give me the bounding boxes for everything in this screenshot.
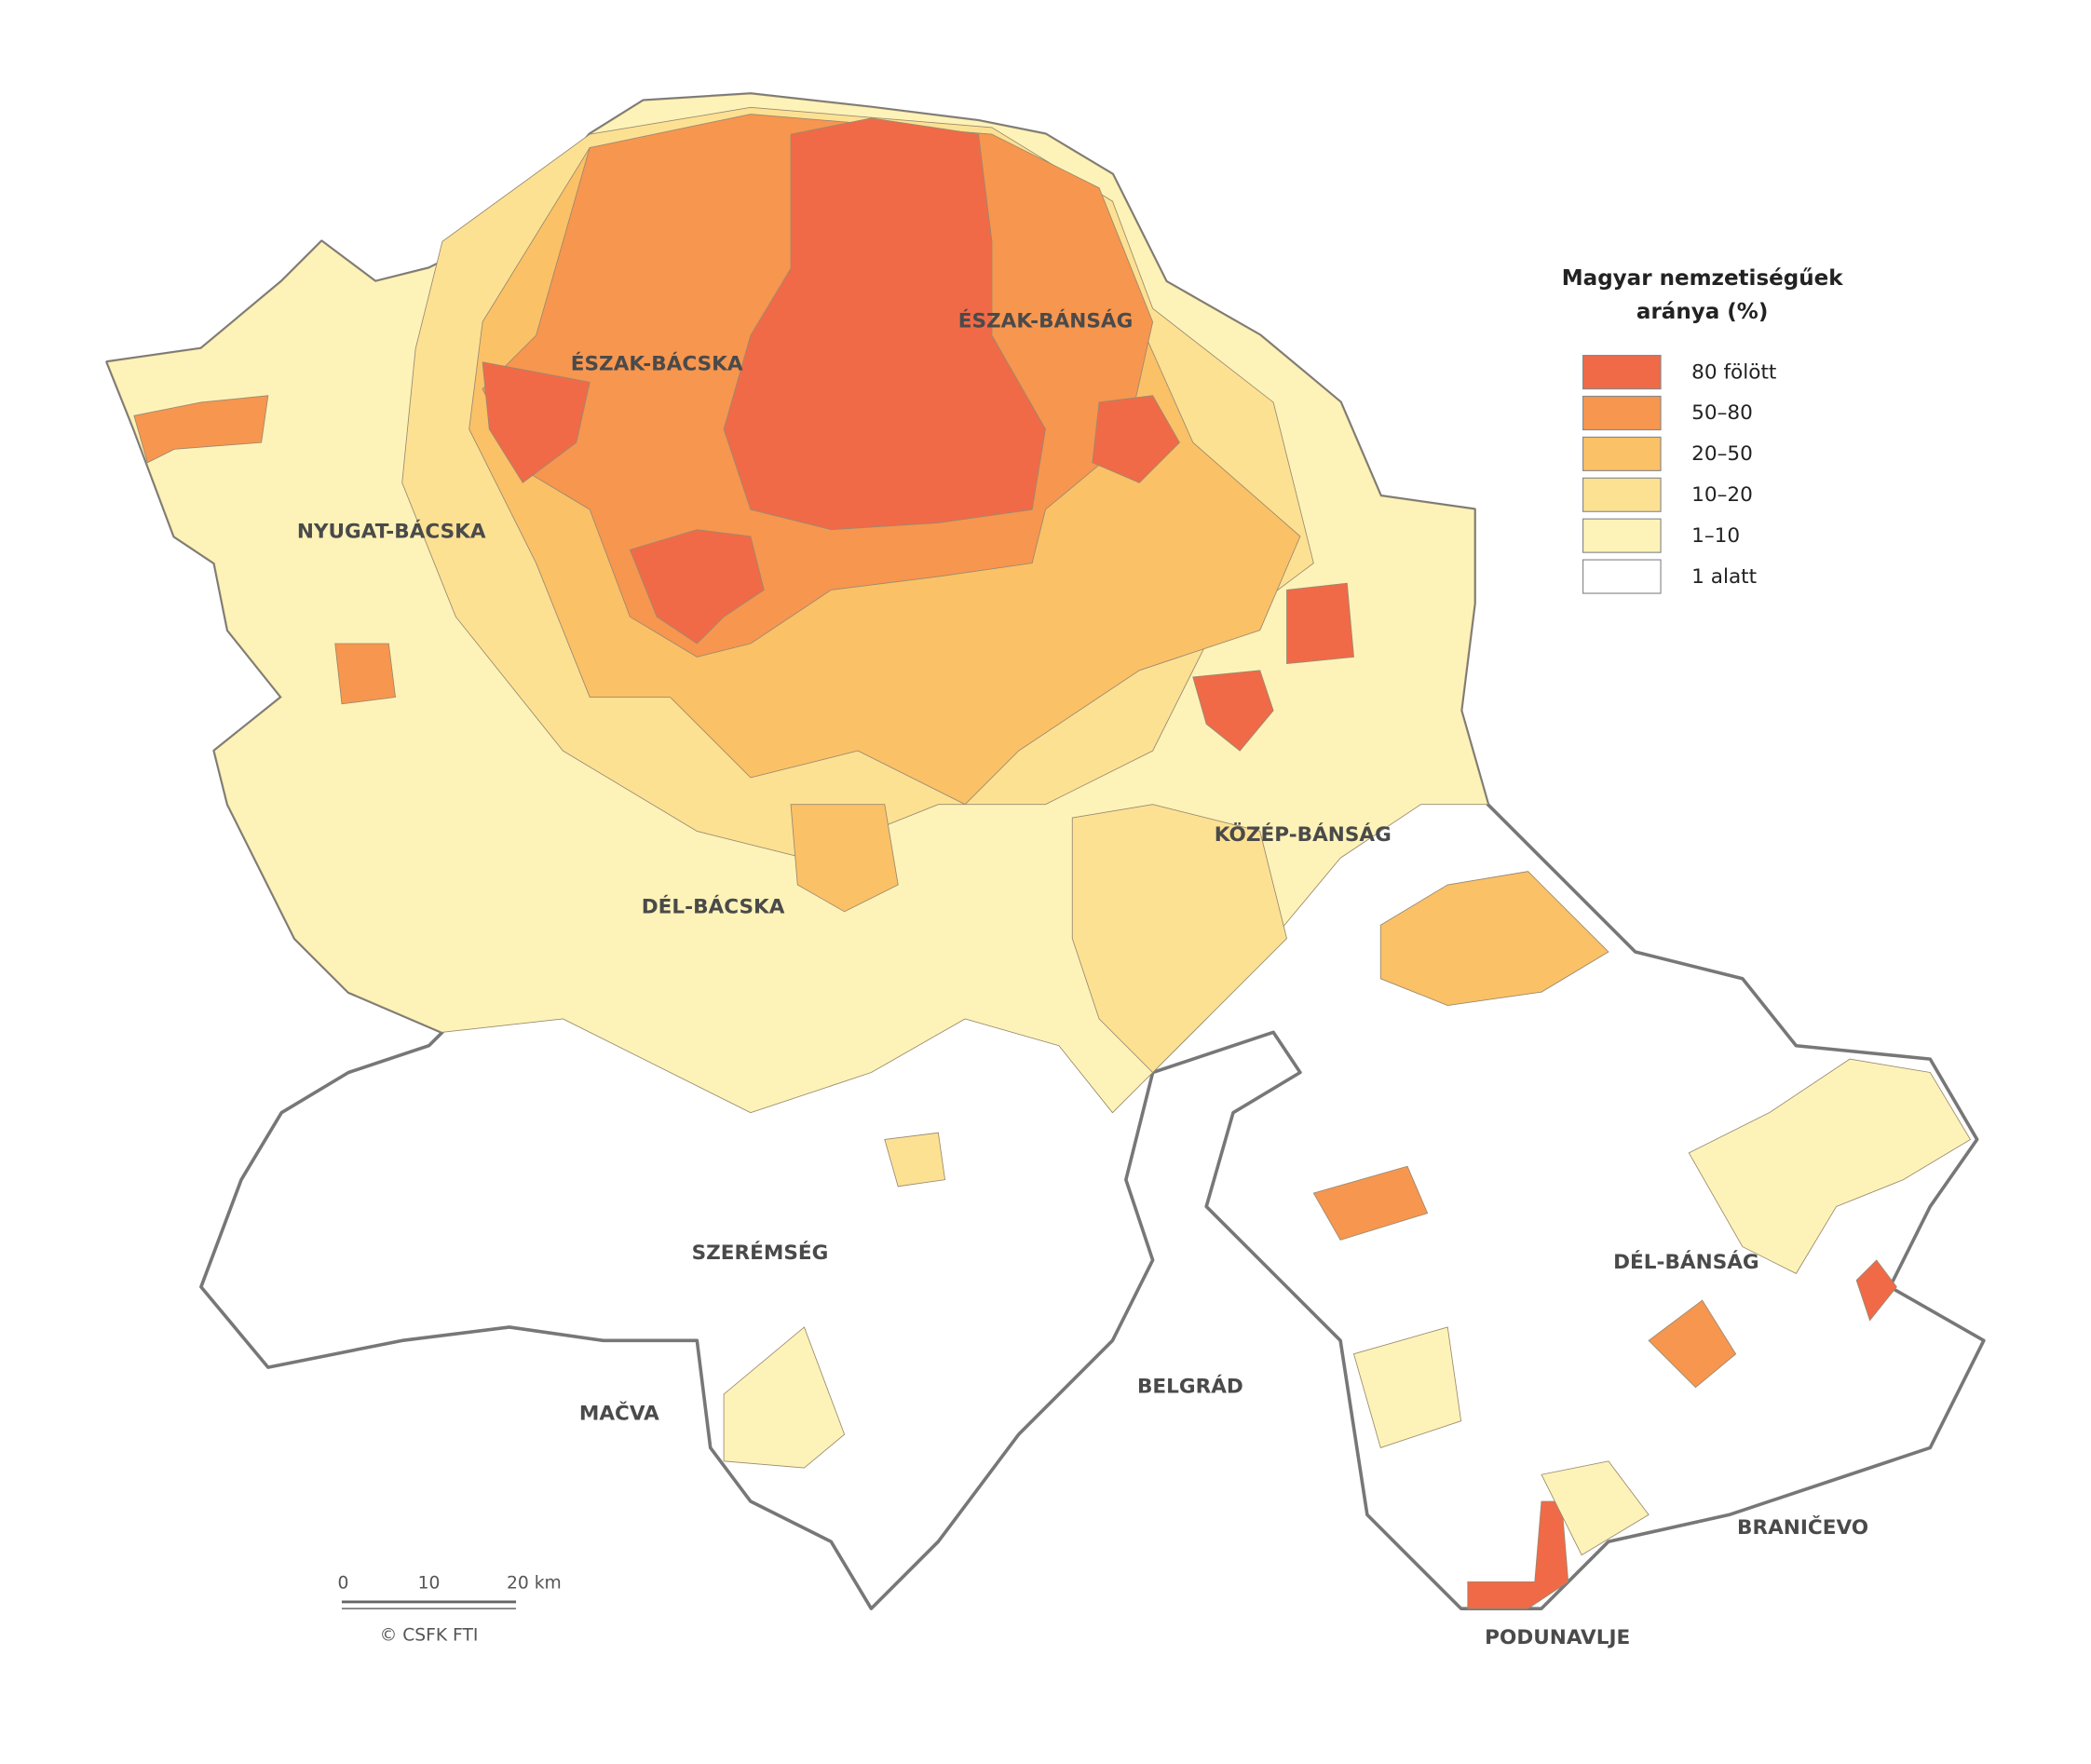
legend-swatch: [1582, 477, 1662, 512]
municipality-area: [723, 1326, 846, 1469]
region-label: DÉL-BÁNSÁG: [1613, 1250, 1759, 1274]
municipality-area: [1312, 1165, 1429, 1241]
legend-label: 20–50: [1691, 442, 1753, 466]
scale-bar: 0 10 20 km © CSFK FTI: [337, 1573, 561, 1645]
region-label: KÖZÉP-BÁNSÁG: [1215, 822, 1392, 847]
legend-swatch: [1582, 436, 1662, 471]
scale-label: 10: [418, 1573, 441, 1593]
region-label: PODUNAVLJE: [1485, 1626, 1630, 1649]
legend-swatch: [1582, 355, 1662, 390]
municipality-area: [482, 361, 591, 483]
credit: © CSFK FTI: [380, 1625, 479, 1645]
legend-label: 1–10: [1691, 524, 1740, 548]
region-label: DÉL-BÁCSKA: [642, 895, 785, 919]
legend-label: 10–20: [1691, 483, 1753, 507]
legend-label: 80 fölött: [1691, 360, 1776, 384]
scale-label: 20 km: [507, 1573, 562, 1593]
legend-swatch: [1582, 395, 1662, 431]
municipality-area: [1286, 582, 1354, 665]
region-label: BRANIČEVO: [1737, 1515, 1868, 1540]
municipality-area: [723, 117, 1046, 531]
region-label: SZERÉMSÉG: [692, 1241, 829, 1265]
municipality-area: [1352, 1326, 1462, 1449]
legend-swatch: [1582, 518, 1662, 553]
legend-title: aránya (%): [1636, 300, 1768, 324]
municipality-area: [1541, 1460, 1650, 1556]
municipality-area: [1071, 804, 1288, 1074]
region-label: BELGRÁD: [1137, 1375, 1243, 1399]
municipality-area: [884, 1132, 946, 1187]
region-label: NYUGAT-BÁCSKA: [297, 520, 486, 544]
municipality-area: [1688, 1058, 1972, 1274]
municipality-area: [1092, 395, 1180, 483]
legend-label: 50–80: [1691, 401, 1753, 425]
municipality-area: [790, 804, 899, 913]
legend-label: 1 alatt: [1691, 565, 1757, 589]
legend-swatch: [1582, 559, 1662, 594]
municipality-area: [629, 529, 765, 645]
municipality-area: [1648, 1299, 1737, 1389]
region-label: ÉSZAK-BÁNSÁG: [958, 309, 1134, 333]
municipality-area: [1855, 1259, 1897, 1322]
municipality-area: [1467, 1500, 1569, 1609]
municipality-area: [1379, 871, 1609, 1006]
municipality-area: [133, 395, 269, 464]
legend-title: Magyar nemzetiségűek: [1562, 266, 1843, 291]
municipality-area: [334, 643, 397, 705]
scale-label: 0: [337, 1573, 348, 1593]
municipality-area: [1192, 670, 1274, 752]
region-label: ÉSZAK-BÁCSKA: [571, 352, 743, 376]
region-label: MAČVA: [579, 1401, 659, 1425]
